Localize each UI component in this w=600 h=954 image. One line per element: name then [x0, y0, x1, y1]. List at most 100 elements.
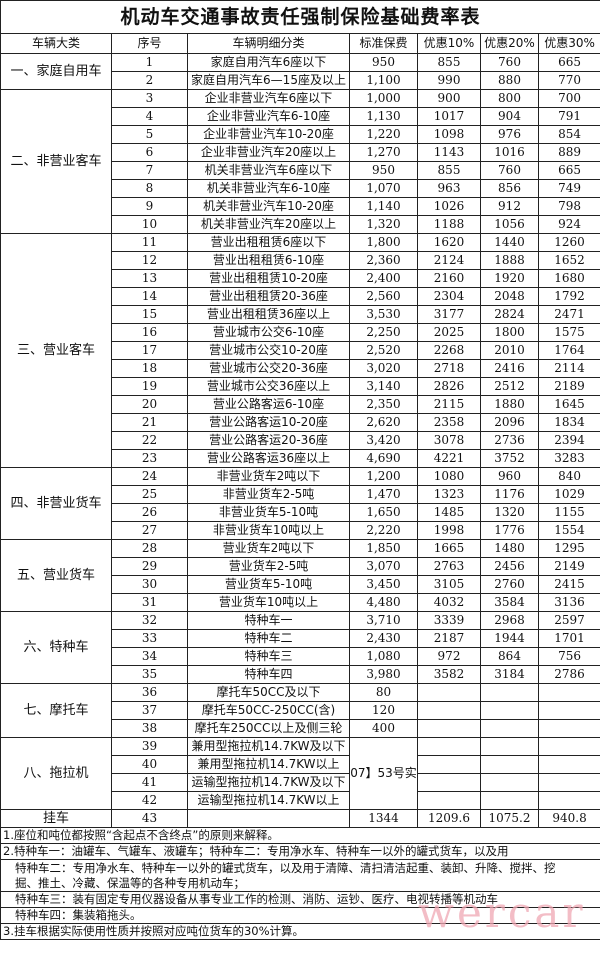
discount-10 — [417, 683, 481, 702]
serial-number: 13 — [111, 269, 188, 288]
vehicle-subclass: 营业出租租赁6-10座 — [187, 251, 350, 270]
vehicle-subclass: 摩托车50CC及以下 — [187, 683, 350, 702]
standard-premium: 1,220 — [349, 125, 418, 144]
discount-10: 855 — [417, 161, 481, 180]
serial-number: 12 — [111, 251, 188, 270]
vehicle-category: 八、拖拉机 — [0, 737, 112, 810]
vehicle-category: 三、营业客车 — [0, 233, 112, 468]
serial-number: 5 — [111, 125, 188, 144]
discount-30: 2786 — [537, 665, 600, 684]
table-row: 13 营业出租租赁10-20座 2,400 2160 1920 1680 — [1, 269, 600, 288]
discount-10: 4032 — [417, 593, 481, 612]
vehicle-category: 五、营业货车 — [0, 539, 112, 612]
discount-20: 880 — [480, 71, 539, 90]
discount-10: 2358 — [417, 413, 481, 432]
vehicle-subclass: 摩托车50CC-250CC(含) — [187, 701, 350, 720]
discount-20 — [480, 701, 539, 720]
serial-number: 2 — [111, 71, 188, 90]
vehicle-category: 二、非营业客车 — [0, 89, 112, 234]
serial-number: 20 — [111, 395, 188, 414]
table-row: 三、营业客车 11 营业出租租赁6座以下 1,800 1620 1440 1260 — [0, 233, 600, 468]
discount-10 — [417, 791, 481, 810]
serial-number: 27 — [111, 521, 188, 540]
vehicle-subclass: 企业非营业汽车6座以下 — [187, 89, 350, 108]
standard-premium: 2,360 — [349, 251, 418, 270]
vehicle-subclass: 特种车一 — [187, 611, 350, 630]
note: 3.挂车根据实际使用性质并按照对应吨位货车的30%计算。 — [0, 923, 600, 940]
standard-premium: 1,200 — [349, 467, 418, 486]
vehicle-subclass: 运输型拖拉机14.7KW以上 — [187, 791, 350, 810]
discount-30: 3136 — [537, 593, 600, 612]
standard-premium: 2,220 — [349, 521, 418, 540]
discount-20: 1056 — [480, 215, 539, 234]
discount-20 — [480, 737, 539, 756]
discount-10: 990 — [417, 71, 481, 90]
note: 特种车三：装有固定专用仪器设备从事专业工作的检测、消防、运钞、医疗、电视转播等机… — [0, 891, 600, 908]
serial-number: 30 — [111, 575, 188, 594]
note: 2.特种车一：油罐车、气罐车、液罐车；特种车二：专用净水车、特种车一以外的罐式货… — [0, 843, 600, 860]
serial-number: 17 — [111, 341, 188, 360]
discount-30: 798 — [537, 197, 600, 216]
vehicle-subclass: 营业货车2吨以下 — [187, 539, 350, 558]
standard-premium: 4,480 — [349, 593, 418, 612]
table-row: 19 营业城市公交36座以上 3,140 2826 2512 2189 — [1, 377, 600, 396]
note: 特种车二：专用净水车、特种车一以外的罐式货车，以及用于清障、清扫清洁起重、装卸、… — [0, 859, 600, 892]
discount-10 — [417, 719, 481, 738]
serial-number: 6 — [111, 143, 188, 162]
discount-10: 1998 — [417, 521, 481, 540]
serial-number: 26 — [111, 503, 188, 522]
discount-30: 2394 — [537, 431, 600, 450]
discount-20: 2456 — [480, 557, 539, 576]
discount-10: 1188 — [417, 215, 481, 234]
vehicle-subclass: 家庭自用汽车6座以下 — [187, 53, 350, 72]
vehicle-subclass: 机关非营业汽车20座以上 — [187, 215, 350, 234]
discount-10: 1026 — [417, 197, 481, 216]
vehicle-subclass: 企业非营业汽车20座以上 — [187, 143, 350, 162]
discount-30: 1575 — [537, 323, 600, 342]
standard-premium: 3,450 — [349, 575, 418, 594]
discount-30: 1295 — [537, 539, 600, 558]
column-header: 标准保费 — [349, 33, 418, 54]
table-row: 35 特种车四 3,980 3582 3184 2786 — [1, 665, 600, 684]
standard-premium: 1,800 — [349, 233, 418, 252]
vehicle-subclass: 营业公路客运36座以上 — [187, 449, 350, 468]
discount-30: 1764 — [537, 341, 600, 360]
standard-premium: 1,650 — [349, 503, 418, 522]
standard-premium: 2,400 — [349, 269, 418, 288]
discount-30 — [537, 755, 600, 774]
vehicle-subclass: 机关非营业汽车10-20座 — [187, 197, 350, 216]
discount-10: 1017 — [417, 107, 481, 126]
discount-30: 2415 — [537, 575, 600, 594]
table-row: 17 营业城市公交10-20座 2,520 2268 2010 1764 — [1, 341, 600, 360]
serial-number: 15 — [111, 305, 188, 324]
table-row: 40 兼用型拖拉机14.7KW以上 — [1, 755, 600, 774]
discount-20 — [480, 755, 539, 774]
discount-20: 3584 — [480, 593, 539, 612]
column-header: 车辆大类 — [0, 33, 112, 54]
serial-number: 23 — [111, 449, 188, 468]
discount-20: 1920 — [480, 269, 539, 288]
standard-premium: 3,020 — [349, 359, 418, 378]
discount-30: 756 — [537, 647, 600, 666]
vehicle-category: 一、家庭自用车 — [0, 53, 112, 90]
vehicle-subclass: 营业货车2-5吨 — [187, 557, 350, 576]
serial-number: 24 — [111, 467, 188, 486]
discount-30 — [537, 737, 600, 756]
discount-20: 1800 — [480, 323, 539, 342]
table-row: 7 机关非营业汽车6座以下 950 855 760 665 — [1, 161, 600, 180]
discount-20: 3752 — [480, 449, 539, 468]
discount-10: 3339 — [417, 611, 481, 630]
serial-number: 11 — [111, 233, 188, 252]
serial-number: 10 — [111, 215, 188, 234]
discount-30: 840 — [537, 467, 600, 486]
table-row: 挂车 43 1344 1209.6 1075.2 940.8 — [0, 809, 600, 828]
vehicle-subclass: 机关非营业汽车6-10座 — [187, 179, 350, 198]
vehicle-subclass: 营业城市公交36座以上 — [187, 377, 350, 396]
discount-20: 2968 — [480, 611, 539, 630]
discount-10: 2115 — [417, 395, 481, 414]
discount-20: 1888 — [480, 251, 539, 270]
discount-20: 2824 — [480, 305, 539, 324]
vehicle-category: 七、摩托车 — [0, 683, 112, 738]
serial-number: 4 — [111, 107, 188, 126]
discount-30: 1701 — [537, 629, 600, 648]
